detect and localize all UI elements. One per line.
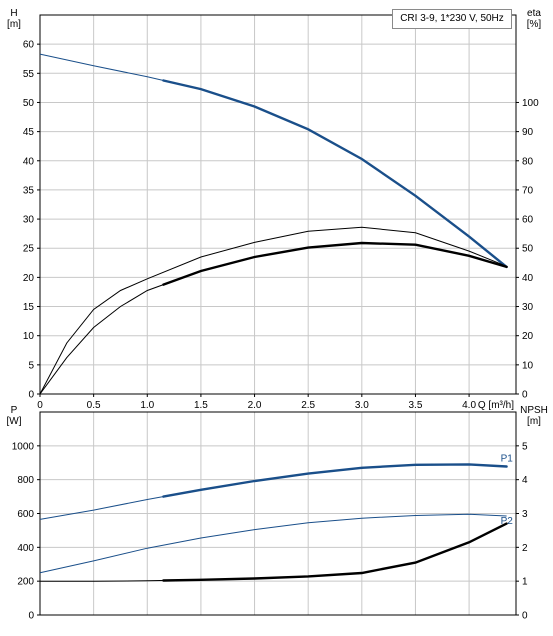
y-left-tick-label: 0	[28, 611, 34, 622]
series-line-2-3	[40, 523, 507, 582]
y-left-tick-label: 10	[23, 331, 35, 342]
y-left-tick-label: 45	[23, 127, 35, 138]
y-left-tick-label: 800	[17, 475, 34, 486]
y-left-tick-label: 25	[23, 244, 35, 255]
x-tick-label: 0	[37, 400, 43, 411]
y-right-tick-label: 0	[522, 390, 528, 401]
x-tick-label: 2.5	[301, 400, 315, 411]
y-right-tick-label: 3	[522, 509, 528, 520]
series-line-1-3	[39, 226, 507, 395]
series-bold-2-3	[162, 522, 508, 582]
y-right-tick-label: 0	[522, 611, 528, 622]
series-bold-2-1	[162, 463, 508, 498]
y-left-axis-title: H	[10, 8, 17, 19]
series-line-2-2	[39, 513, 507, 574]
y-left-axis-unit: [m]	[7, 19, 21, 30]
y-right-tick-label: 2	[522, 543, 528, 554]
y-right-tick-label: 50	[522, 244, 534, 255]
y-right-tick-label: 5	[522, 441, 528, 452]
y-left-axis-title: P	[11, 405, 18, 416]
y-right-tick-label: 90	[522, 127, 534, 138]
y-right-axis-title: NPSH	[520, 405, 548, 416]
x-tick-label: 0.5	[87, 400, 101, 411]
y-left-tick-label: 60	[23, 40, 35, 51]
y-left-tick-label: 50	[23, 98, 35, 109]
x-tick-label: 4.0	[462, 400, 476, 411]
y-right-tick-label: 1	[522, 577, 528, 588]
y-right-tick-label: 70	[522, 185, 534, 196]
plot-frame	[39, 14, 517, 395]
panel-2	[37, 411, 519, 616]
y-left-tick-label: 5	[28, 360, 34, 371]
y-right-tick-label: 40	[522, 273, 534, 284]
y-left-tick-label: 55	[23, 69, 35, 80]
x-tick-label: 1.5	[194, 400, 208, 411]
y-right-axis-title: eta	[527, 8, 541, 19]
y-left-tick-label: 600	[17, 509, 34, 520]
y-right-tick-label: 80	[522, 156, 534, 167]
x-tick-label: 1.0	[140, 400, 154, 411]
x-tick-label: 3.0	[355, 400, 369, 411]
y-left-tick-label: 35	[23, 185, 35, 196]
y-right-tick-label: 10	[522, 360, 534, 371]
series-bold-1-1	[162, 79, 508, 269]
y-right-tick-label: 100	[522, 98, 539, 109]
y-right-tick-label: 30	[522, 302, 534, 313]
series-bold-1-2	[162, 241, 508, 286]
y-right-axis-unit: [%]	[527, 19, 542, 30]
series-label-P2: P2	[501, 516, 514, 527]
y-left-tick-label: 0	[28, 390, 34, 401]
series-label-P1: P1	[501, 453, 514, 464]
y-right-tick-label: 4	[522, 475, 528, 486]
y-right-tick-label: 20	[522, 331, 534, 342]
y-left-tick-label: 20	[23, 273, 35, 284]
y-left-tick-label: 30	[23, 215, 35, 226]
y-left-tick-label: 400	[17, 543, 34, 554]
y-right-axis-unit: [m]	[527, 416, 541, 427]
y-left-tick-label: 200	[17, 577, 34, 588]
x-axis-label: Q [m³/h]	[478, 400, 514, 411]
panel-1	[37, 14, 519, 397]
chart-title-box: CRI 3-9, 1*230 V, 50Hz	[392, 9, 512, 29]
y-left-axis-unit: [W]	[7, 416, 22, 427]
y-left-tick-label: 40	[23, 156, 35, 167]
y-left-tick-label: 15	[23, 302, 35, 313]
y-right-tick-label: 60	[522, 215, 534, 226]
y-left-tick-label: 1000	[12, 441, 35, 452]
x-tick-label: 3.5	[409, 400, 423, 411]
series-line-2-1	[39, 463, 507, 520]
series-line-1-2	[39, 242, 507, 395]
x-tick-label: 2.0	[248, 400, 262, 411]
